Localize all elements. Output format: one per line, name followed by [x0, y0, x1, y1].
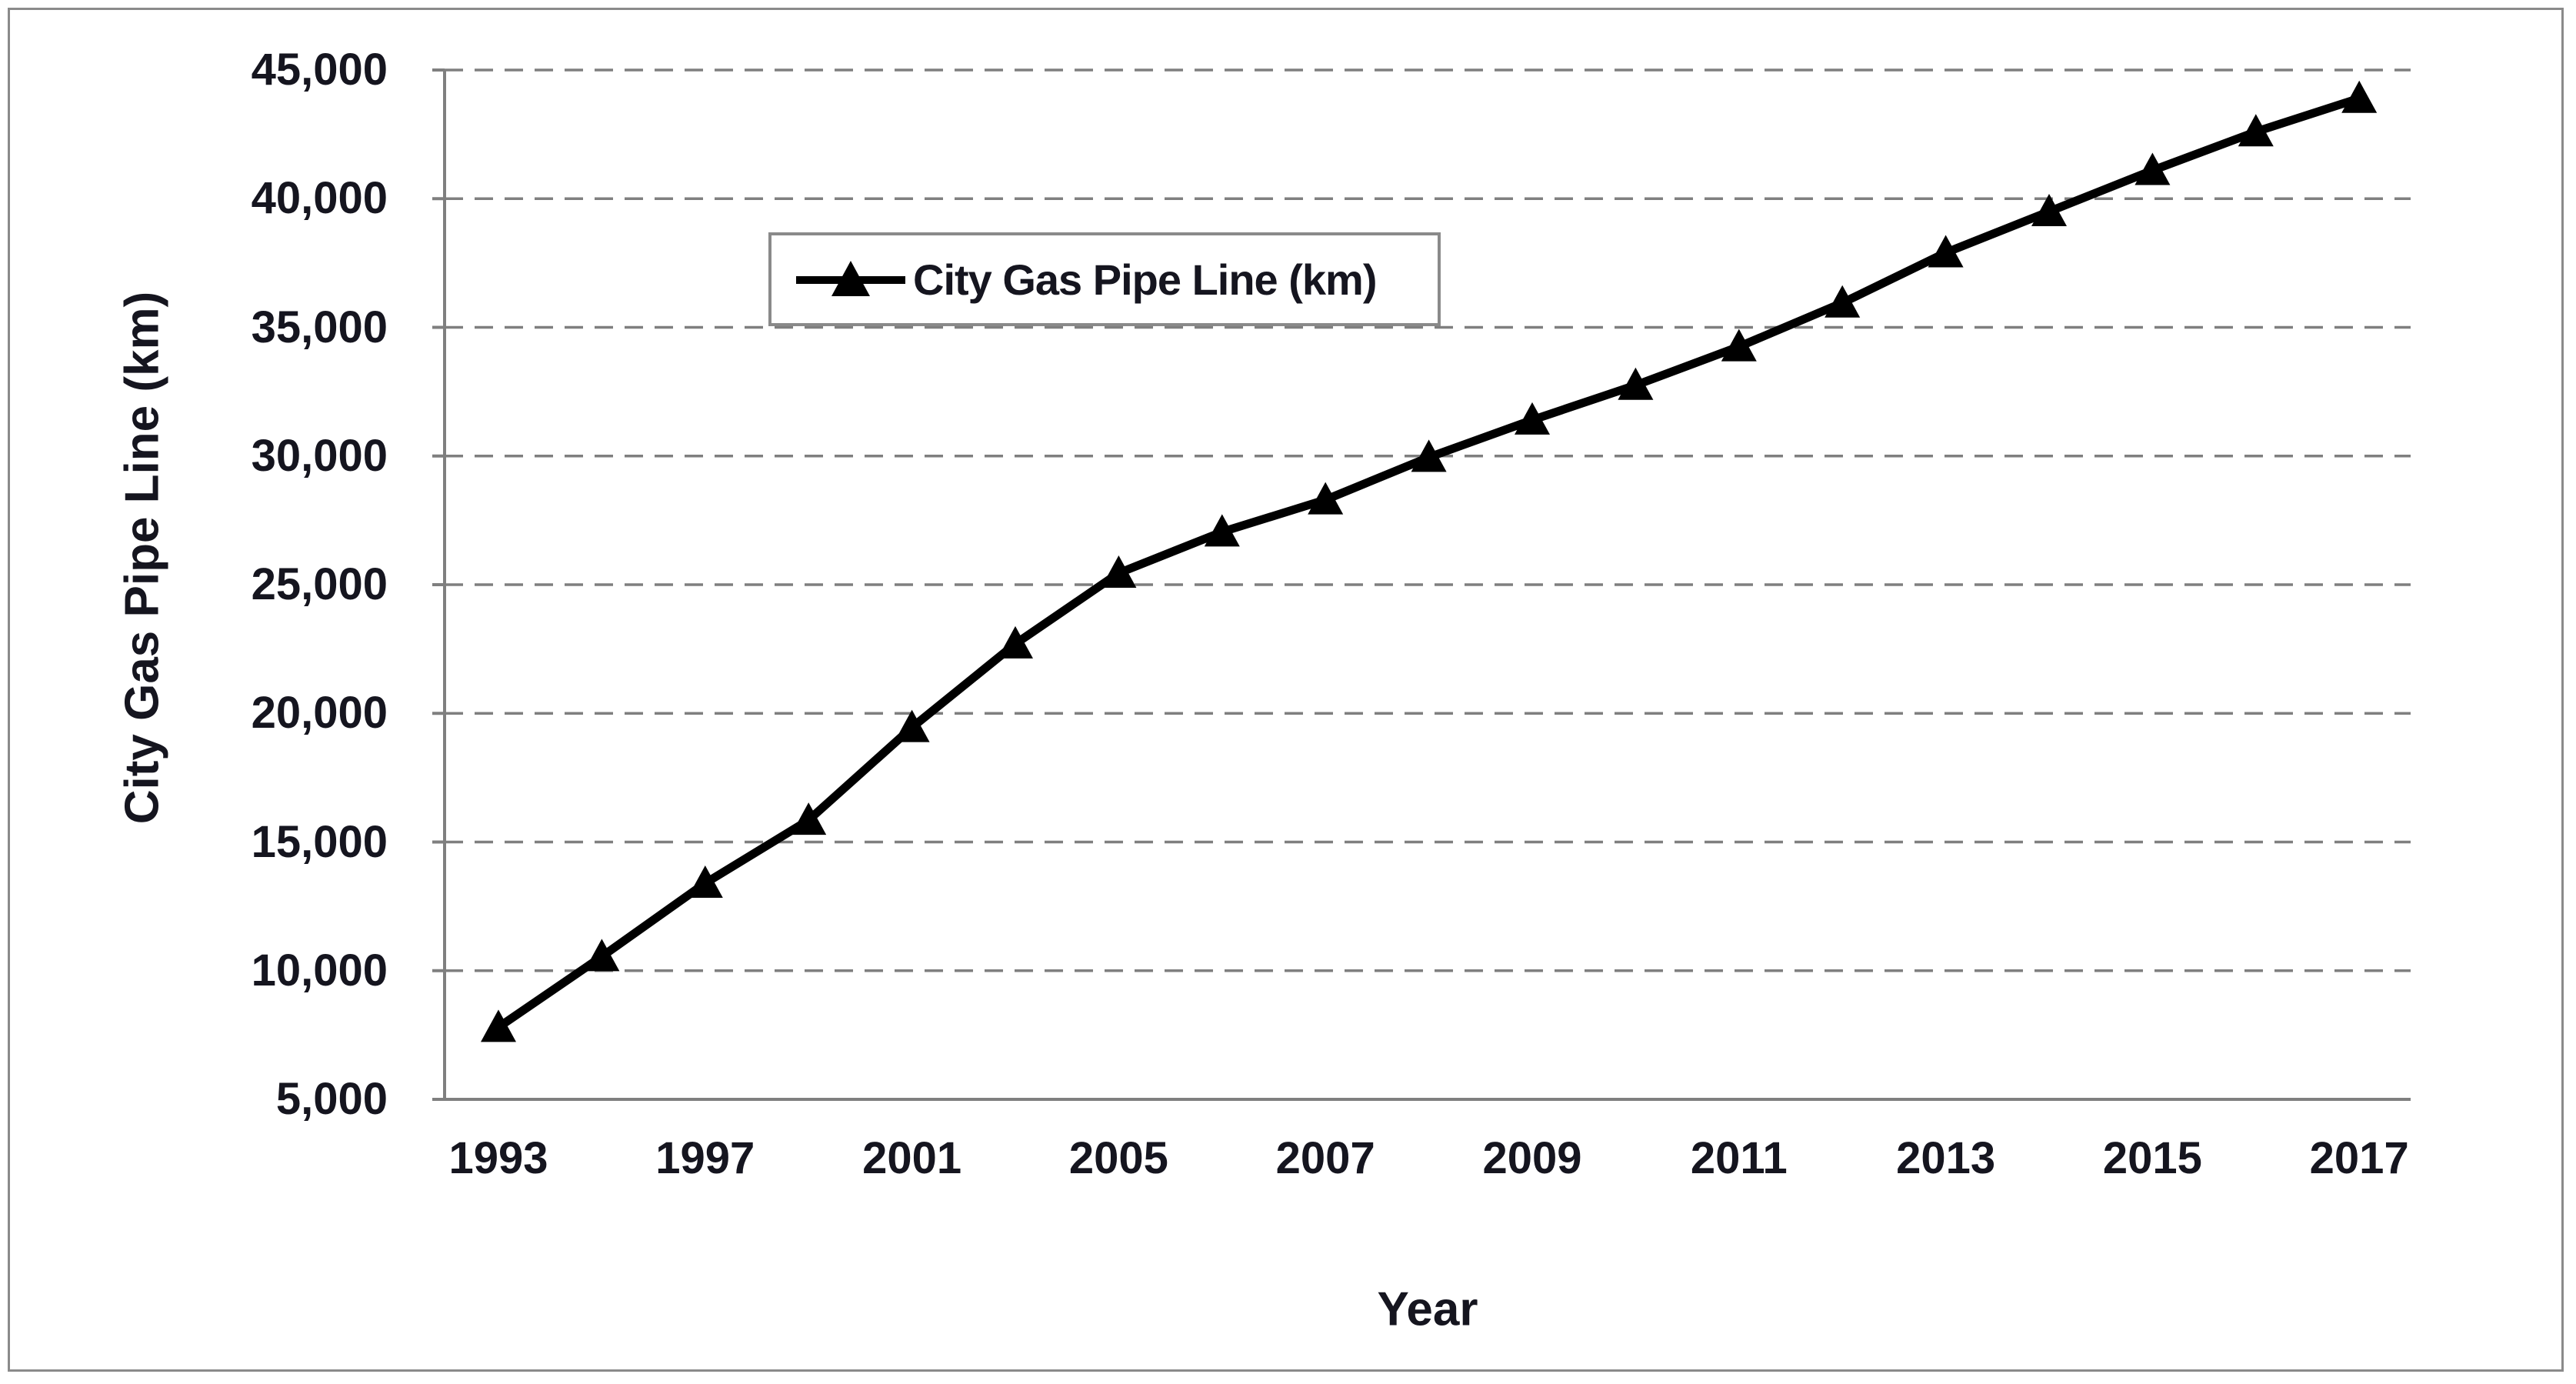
data-point-marker: [2031, 193, 2067, 226]
y-tick-label: 40,000: [251, 173, 388, 224]
x-tick-label: 2011: [1690, 1133, 1788, 1183]
x-tick-label: 1993: [448, 1133, 548, 1183]
x-axis-title: Year: [1377, 1282, 1478, 1336]
x-tick-label: 2017: [2309, 1133, 2409, 1183]
data-point-marker: [998, 625, 1033, 659]
data-point-marker: [584, 939, 620, 972]
data-point-marker: [894, 709, 930, 742]
data-point-marker: [2134, 152, 2171, 185]
data-point-marker: [2341, 80, 2378, 113]
data-point-marker: [1721, 328, 1757, 362]
y-tick-label: 30,000: [251, 430, 388, 481]
data-point-marker: [1825, 285, 1861, 318]
x-tick-label: 2001: [862, 1133, 962, 1183]
x-tick-label: 2009: [1482, 1133, 1582, 1183]
data-point-marker: [1411, 439, 1447, 472]
y-tick-label: 15,000: [251, 816, 388, 867]
x-tick-label: 2007: [1275, 1133, 1375, 1183]
x-tick-label: 2005: [1068, 1133, 1168, 1183]
x-tick-label: 2015: [2102, 1133, 2202, 1183]
legend-triangle-line-icon: [796, 261, 905, 296]
x-tick-label: 1997: [655, 1133, 755, 1183]
data-point-marker: [791, 802, 827, 835]
y-tick-label: 10,000: [251, 945, 388, 995]
data-point-marker: [1618, 367, 1654, 400]
y-tick-label: 25,000: [251, 559, 388, 609]
x-tick-label: 2013: [1896, 1133, 1996, 1183]
data-point-marker: [1308, 482, 1344, 515]
data-point-marker: [1204, 514, 1240, 547]
y-axis-title: City Gas Pipe Line (km): [115, 291, 169, 825]
y-tick-label: 5,000: [275, 1074, 388, 1124]
y-tick-label: 45,000: [251, 45, 388, 95]
data-point-marker: [1101, 555, 1137, 588]
data-point-marker: [2238, 114, 2274, 147]
y-tick-label: 35,000: [251, 302, 388, 352]
data-point-marker: [481, 1009, 516, 1042]
data-point-marker: [1515, 402, 1550, 435]
legend-series-label: City Gas Pipe Line (km): [913, 255, 1377, 304]
data-point-marker: [1928, 235, 1964, 268]
legend-box: City Gas Pipe Line (km): [768, 232, 1441, 326]
y-tick-label: 20,000: [251, 688, 388, 739]
data-point-marker: [687, 865, 723, 899]
